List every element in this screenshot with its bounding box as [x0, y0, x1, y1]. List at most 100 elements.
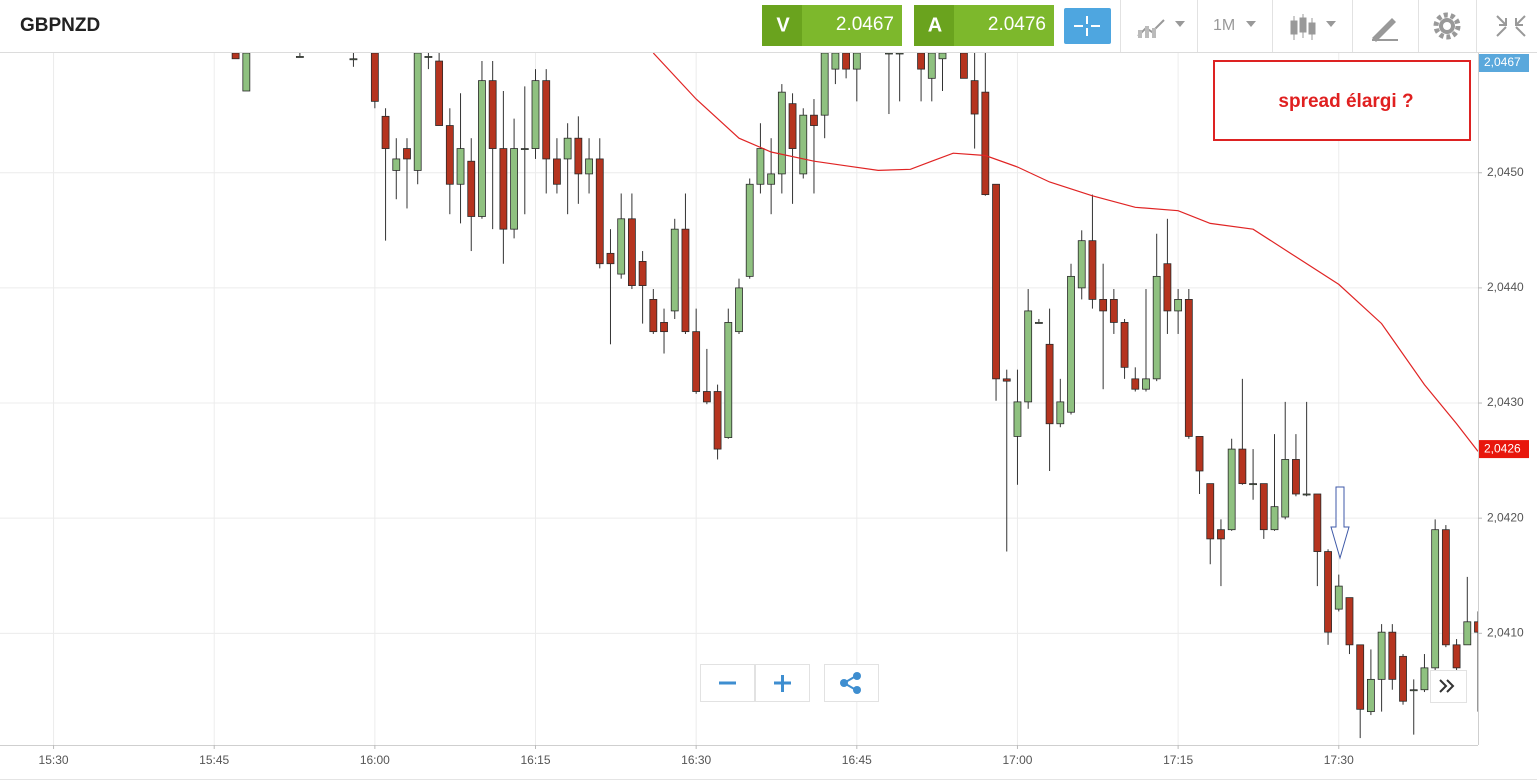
candle-body — [1463, 621, 1472, 646]
y-tick-label: 2,0450 — [1487, 165, 1524, 179]
crosshair-button[interactable] — [1064, 8, 1111, 44]
buy-label-box — [914, 5, 954, 46]
candle-body — [799, 114, 808, 175]
candle-body — [1088, 240, 1097, 300]
candle-body — [1217, 529, 1225, 540]
candle-body — [1067, 275, 1075, 413]
candle-body — [456, 148, 465, 185]
candle-body — [810, 114, 818, 126]
annotation-box — [1213, 60, 1471, 141]
candle-body — [478, 80, 486, 217]
candle-body — [1441, 529, 1450, 646]
candle-body — [692, 331, 701, 392]
y-tick-label: 2,0410 — [1487, 625, 1524, 639]
candle-body — [777, 91, 786, 175]
candle-body — [681, 228, 690, 333]
toolbar: GBPNZD V 2.0467 A 2.0476 1M — [0, 0, 1537, 53]
annotation-arrow — [1330, 486, 1350, 560]
candle-body — [702, 391, 711, 403]
x-tick-label: 17:30 — [1324, 753, 1354, 767]
x-tick-label: 15:45 — [199, 753, 229, 767]
candle-body — [1195, 436, 1204, 472]
y-tick-label: 2,0420 — [1487, 510, 1524, 524]
y-tick-label: 2,0440 — [1487, 280, 1524, 294]
crosshair-box — [1064, 8, 1111, 44]
candle-body — [1431, 529, 1440, 669]
candle-body — [842, 53, 851, 70]
candle-body — [231, 53, 240, 60]
candle-body — [595, 158, 604, 265]
candle-body — [1120, 322, 1129, 368]
scroll-right[interactable] — [1430, 670, 1467, 703]
price-tag — [1479, 440, 1529, 459]
candle-body — [1366, 678, 1375, 713]
toolbar-separators — [1120, 0, 1477, 52]
candle-body — [1099, 299, 1108, 312]
zoom-out[interactable] — [700, 664, 755, 702]
candle-body — [1420, 667, 1429, 691]
candle-body — [724, 322, 733, 438]
candle-body — [1109, 299, 1118, 323]
candle-body — [1409, 689, 1418, 692]
sell-button[interactable]: V 2.0467 — [762, 5, 902, 46]
candle-body — [1024, 310, 1033, 403]
candle-body — [1249, 483, 1257, 486]
candle-body — [295, 56, 304, 58]
candle-body — [1399, 655, 1407, 702]
x-tick-label: 16:45 — [842, 753, 872, 767]
zoom-buttons — [700, 664, 1467, 703]
candle-body — [831, 53, 840, 70]
candle-body — [1345, 597, 1354, 646]
candle-body — [1174, 299, 1183, 312]
candle-body — [885, 53, 893, 55]
candle-body — [1002, 378, 1011, 382]
candle-body — [1356, 644, 1365, 710]
candle-body — [1077, 240, 1086, 289]
zoom-in[interactable] — [755, 664, 810, 702]
sell-label-box — [762, 5, 802, 46]
candle-body — [413, 53, 422, 171]
price-tag — [1479, 54, 1529, 72]
candle-body — [1056, 401, 1065, 425]
candle-body — [585, 158, 593, 175]
x-tick-label: 17:00 — [1002, 753, 1032, 767]
candle-body — [574, 137, 583, 175]
candle-body — [1131, 378, 1140, 390]
draw-button[interactable] — [1372, 18, 1398, 42]
timeframe-button[interactable]: 1M — [1213, 17, 1256, 34]
indicators-button[interactable] — [1137, 19, 1185, 38]
candle-body — [553, 158, 561, 185]
crosshair-icon — [1074, 16, 1100, 36]
candle-body — [242, 53, 251, 92]
axes: 2,0410 2,0420 2,0430 2,0440 2,0450 15:30 15:45… — [39, 54, 1529, 767]
candle-body — [767, 173, 776, 185]
candle-body — [938, 53, 947, 60]
candle-body — [713, 391, 722, 450]
candle-body — [520, 148, 529, 150]
candle-body — [1227, 448, 1236, 531]
candle-body — [1206, 483, 1215, 540]
candle-body — [627, 218, 636, 286]
candle-body — [392, 158, 401, 171]
x-tick-label: 17:15 — [1163, 753, 1193, 767]
timeframe: 1M — [1213, 17, 1235, 34]
candle-body — [1334, 585, 1343, 610]
buy-button[interactable]: A 2.0476 — [914, 5, 1054, 46]
candle-body — [1313, 493, 1322, 552]
price-tag-label: 2,0467 — [1484, 55, 1521, 69]
candle-body — [542, 80, 551, 160]
collapse-button[interactable] — [1496, 15, 1526, 37]
candle-body — [895, 53, 904, 55]
candle-body — [424, 56, 433, 58]
candle-body — [531, 80, 540, 149]
x-tick-label: 16:15 — [520, 753, 550, 767]
candle-body — [756, 148, 765, 185]
candle-body — [1045, 343, 1054, 425]
share[interactable] — [824, 664, 879, 702]
candle-body — [1013, 401, 1022, 437]
settings-button[interactable] — [1433, 12, 1461, 40]
candle-body — [638, 261, 647, 286]
chart-type-button[interactable] — [1290, 14, 1336, 40]
